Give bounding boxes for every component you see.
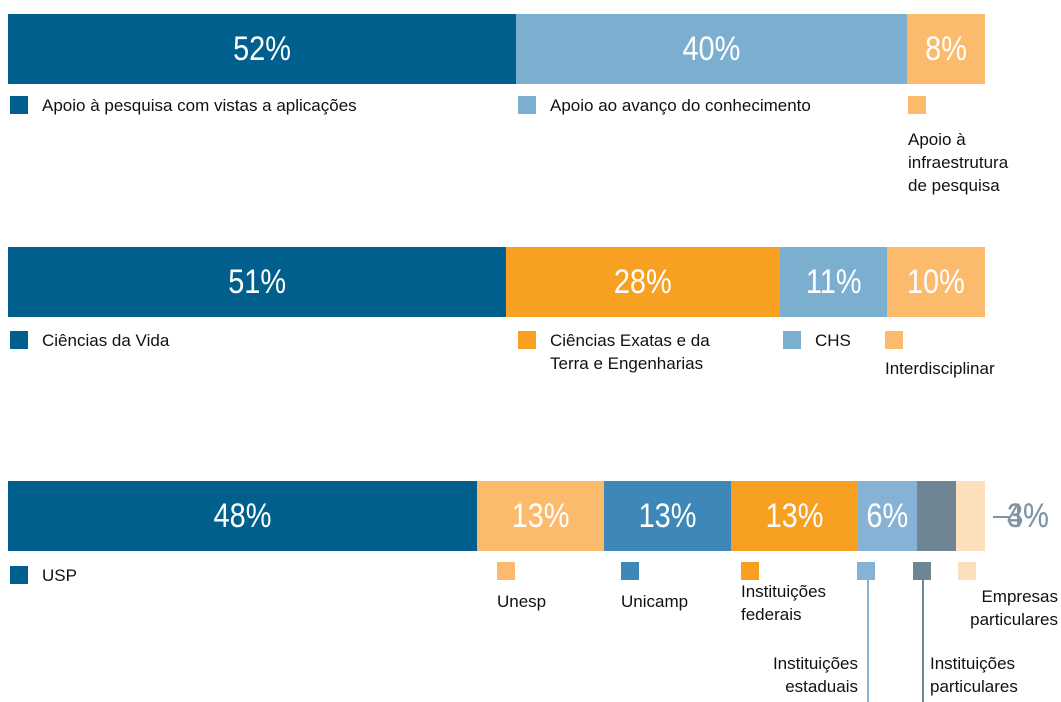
- legend-swatch: [885, 331, 903, 349]
- legend-label: Ciências Exatas e da Terra e Engenharias: [550, 331, 710, 373]
- legend-swatch: [857, 562, 875, 580]
- leader-line: [867, 580, 869, 702]
- legend-swatch: [783, 331, 801, 349]
- data-label: 13%: [638, 496, 697, 535]
- legend-label: Instituições particulares: [930, 654, 1018, 696]
- data-label: 11%: [805, 262, 862, 301]
- bar-segment: [955, 481, 985, 551]
- legend-label: Unicamp: [621, 592, 689, 611]
- legend-swatch: [10, 566, 28, 584]
- legend-label: Interdisciplinar: [885, 359, 995, 378]
- legend-swatch: [497, 562, 515, 580]
- legend-label: Unesp: [497, 592, 547, 611]
- bar-segment: [906, 14, 985, 84]
- legend-swatch: [518, 96, 536, 114]
- bar-segment: [730, 481, 858, 551]
- bar-segment: [603, 481, 731, 551]
- bar-segment: [857, 481, 917, 551]
- legend-label: USP: [42, 566, 77, 585]
- bar-segment: [887, 247, 985, 317]
- data-label: 13%: [765, 496, 824, 535]
- bar-segment: [779, 247, 888, 317]
- legend-label: Apoio ao avanço do conhecimento: [550, 96, 811, 115]
- data-label: 3%: [1007, 496, 1049, 535]
- legend-swatch: [10, 331, 28, 349]
- bar-segment: [8, 14, 517, 84]
- legend-swatch: [621, 562, 639, 580]
- data-label: 10%: [907, 262, 966, 301]
- data-label: 13%: [511, 496, 570, 535]
- data-label: 6%: [866, 496, 909, 535]
- legend-swatch: [518, 331, 536, 349]
- legend-label: Instituições estaduais: [772, 654, 858, 696]
- data-label: 52%: [233, 29, 291, 68]
- data-label: 8%: [925, 29, 967, 68]
- legend-swatch: [908, 96, 926, 114]
- legend-label: Apoio à infraestrutura de pesquisa: [908, 130, 1009, 195]
- data-label: 4%: [1007, 496, 1049, 535]
- data-label: 28%: [614, 262, 672, 301]
- legend-swatch: [10, 96, 28, 114]
- data-label: 51%: [228, 262, 287, 301]
- legend-swatch: [958, 562, 976, 580]
- data-label: 48%: [213, 496, 272, 535]
- leader-line: [922, 580, 924, 702]
- bar-segment: [506, 247, 780, 317]
- bar-segment: [8, 481, 477, 551]
- bar-segment: [476, 481, 604, 551]
- data-label: 40%: [682, 29, 741, 68]
- bar-segment: [916, 481, 956, 551]
- bar-segment: [516, 14, 907, 84]
- legend-label: Apoio à pesquisa com vistas a aplicações: [42, 96, 357, 115]
- legend-label: Ciências da Vida: [42, 331, 170, 350]
- bar-segment: [8, 247, 507, 317]
- legend-label: Empresas particulares: [970, 587, 1058, 629]
- legend-swatch: [741, 562, 759, 580]
- legend-label: CHS: [815, 331, 851, 350]
- leader-dash: [993, 516, 1011, 518]
- legend-label: Instituições federais: [741, 582, 827, 624]
- legend-swatch: [913, 562, 931, 580]
